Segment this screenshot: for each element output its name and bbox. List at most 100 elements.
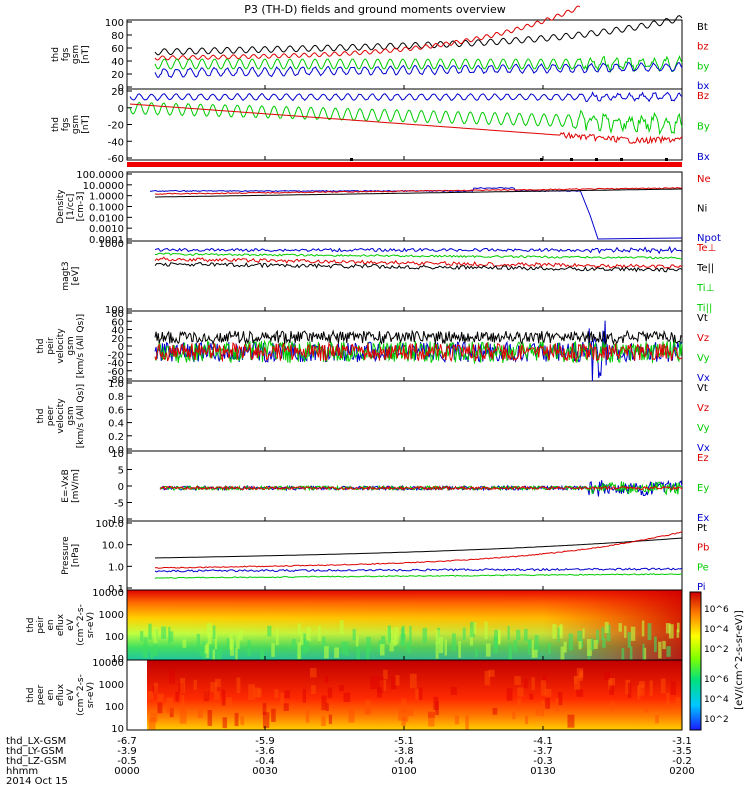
ephemeris-value: -5.9 [255, 736, 275, 747]
spectrogram-texture [297, 623, 301, 635]
spectrogram-texture [450, 686, 457, 695]
spectrogram-texture [666, 692, 670, 709]
y-tick-label: 0.0001 [89, 235, 124, 246]
spectrogram-peer-gap [127, 660, 147, 730]
ephemeris-value: 0100 [391, 766, 416, 777]
spectrogram-texture [528, 639, 532, 648]
y-tick-label: 5 [118, 466, 124, 477]
spectrogram-texture [212, 625, 216, 639]
legend-Vy: Vy [697, 423, 710, 434]
legend-Bx: Bx [697, 152, 710, 163]
ephemeris-value: 0030 [252, 766, 277, 777]
series-bx [154, 62, 683, 79]
spectrogram-texture [215, 678, 221, 688]
y-label-line: eflux [56, 613, 66, 636]
spectrogram-texture [366, 648, 370, 664]
spectrogram-texture [586, 639, 592, 656]
ephemeris-value: -3.6 [255, 746, 275, 757]
panel-y-label: thd peir en eflux eV (cm^2-s-sr-eV) [26, 604, 96, 646]
spectrogram-texture [655, 714, 659, 724]
spectrogram-texture [150, 712, 158, 723]
y-label-line: velocity [56, 328, 66, 364]
spectrogram-texture [280, 692, 284, 706]
y-label-line: [nT] [81, 45, 91, 63]
ephemeris-value: -0.2 [672, 756, 692, 767]
spectrogram-texture [512, 711, 516, 720]
spectrogram-texture [322, 636, 326, 650]
legend-Ni: Ni [697, 204, 707, 215]
spectrogram-texture [649, 680, 653, 697]
spectrogram-texture [153, 627, 158, 643]
spectrogram-texture [292, 638, 296, 650]
legend-Pt: Pt [697, 523, 707, 534]
y-tick-label: -40 [108, 137, 124, 148]
legend-Ey: Ey [697, 483, 709, 494]
y-tick-label: 100 [105, 702, 124, 713]
spectrogram-texture [408, 708, 414, 716]
spectrogram-texture [179, 709, 187, 724]
spectrogram-texture [643, 647, 647, 662]
mode-marker [665, 158, 668, 161]
spectrogram-texture [321, 695, 327, 711]
spectrogram-texture [254, 687, 261, 698]
mode-marker [620, 158, 623, 161]
spectrogram-texture [199, 646, 204, 657]
series-Pe [154, 573, 683, 579]
x-axis-labels: thd_LX-GSM -6.7 -5.9 -5.1 -4.1 -3.1 thd_LY-GSM… [6, 85, 695, 787]
date-label: 2014 Oct 15 [6, 776, 68, 787]
ephemeris-value: 0000 [114, 766, 139, 777]
spectrogram-texture [603, 671, 611, 680]
y-label-line: gsm [66, 336, 76, 355]
ephemeris-label: thd_LX-GSM [6, 736, 66, 747]
y-label-line: thd [51, 117, 61, 132]
spectrogram-texture [216, 648, 222, 662]
spectrogram-texture [238, 630, 243, 641]
spectrogram-texture [638, 681, 645, 688]
spectrogram-texture [398, 706, 405, 721]
spectrogram-texture [247, 640, 251, 657]
y-label-line: E=-VxB [61, 469, 71, 503]
y-tick-label: 1.0 [108, 562, 124, 573]
y-label-line: en [46, 689, 56, 700]
spectrogram-texture [348, 708, 355, 723]
y-tick-label: -20 [108, 350, 124, 361]
spectrogram-texture [531, 640, 534, 658]
spectrogram-texture [212, 649, 216, 665]
spectrogram-texture [404, 709, 409, 722]
series-Npot-drop [579, 189, 683, 240]
spectrogram-texture [197, 708, 203, 719]
y-tick-label: 10000 [92, 658, 124, 669]
spectrogram-texture [324, 675, 329, 683]
legend-Pi: Pi [697, 582, 706, 593]
y-tick-label: 80 [111, 309, 124, 320]
y-tick-label: -40 [108, 359, 124, 370]
spectrogram-texture [140, 631, 144, 642]
spectrogram-texture [267, 625, 272, 637]
spectrogram-texture [465, 715, 469, 730]
mode-marker [350, 158, 353, 161]
legend-by: by [697, 61, 709, 72]
spectrogram-texture [271, 708, 276, 723]
spectrogram-texture [181, 695, 185, 710]
y-tick-label: 80 [111, 31, 124, 42]
spectrogram-texture [275, 629, 279, 646]
spectrogram-texture [567, 714, 575, 728]
y-tick-label: 100 [105, 305, 124, 316]
spectrogram-texture [531, 677, 535, 691]
spectrogram-texture [555, 697, 560, 712]
spectrogram-texture [454, 715, 460, 725]
spectrogram-texture [602, 638, 606, 648]
y-tick-label: 0 [118, 482, 124, 493]
y-tick-label: -20 [108, 121, 124, 132]
spectrogram-texture [676, 629, 680, 638]
y-tick-label: 40 [111, 326, 124, 337]
y-tick-label: 10 [111, 449, 124, 460]
y-tick-label: 0.0 [108, 445, 124, 456]
y-label-line: (cm^2-s- [76, 674, 86, 716]
spectrogram-texture [169, 631, 174, 643]
spectrogram-texture [542, 674, 547, 684]
spectrogram-texture [283, 703, 289, 712]
series-Vt [154, 329, 683, 346]
spectrogram-texture [236, 677, 241, 694]
spectrogram-texture [409, 673, 417, 689]
